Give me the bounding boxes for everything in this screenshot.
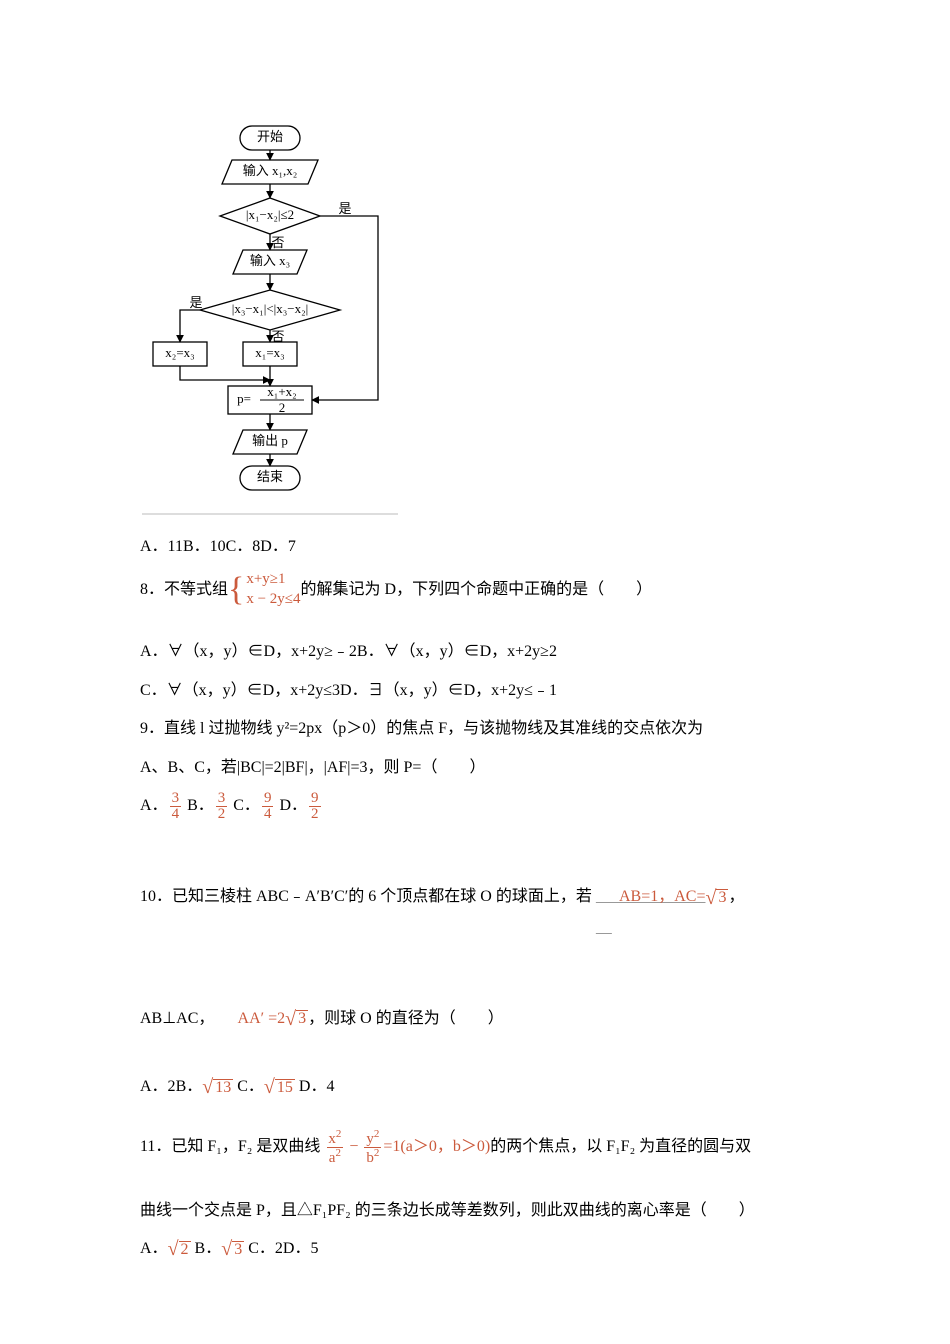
- q10-ab-ac: AB=1，AC=√3: [596, 852, 729, 943]
- q7-options-text: A．11B．10C．8D．7: [140, 532, 296, 562]
- q8-stem: 8．不等式组 { x+y≥1 x − 2y≤4 的解集记为 D，下列四个命题中正…: [140, 570, 810, 609]
- q11-line1: 11．已知 F₁，F₂ 是双曲线 x2 a2 − y2 b2 =1(a＞0，b＞…: [140, 1129, 810, 1166]
- q8-sys-row2: x − 2y≤4: [246, 590, 300, 610]
- q9-text1: 9．直线 l 过抛物线 y²=2px（p＞0）的焦点 F，与该抛物线及其准线的交…: [140, 714, 703, 744]
- q11-lead: 11．已知 F₁，F₂ 是双曲线: [140, 1132, 324, 1162]
- q11-frac2: y2 b2: [364, 1129, 381, 1166]
- q10-optC-pre: C．: [233, 1072, 264, 1102]
- q8-opts-cd: C．∀（x，y）∈D，x+2y≤3 D．∃（x，y）∈D，x+2y≤﹣1: [140, 676, 810, 706]
- q10-aa: AA′ =2√3: [214, 973, 308, 1064]
- q11-frac1: x2 a2: [326, 1129, 343, 1166]
- q8-sys-row1: x+y≥1: [246, 570, 300, 590]
- q8-optC: C．∀（x，y）∈D，x+2y≤3: [140, 676, 340, 706]
- svg-text:p=: p=: [237, 391, 251, 406]
- left-brace-icon: {: [228, 575, 244, 606]
- q8-optD: D．∃（x，y）∈D，x+2y≤﹣1: [340, 676, 557, 706]
- q9-options: A． 3 4 B． 3 2 C． 9 4 D． 9 2: [140, 791, 810, 822]
- q11-optCD: C．2D．5: [244, 1234, 318, 1264]
- q11-optA-pre: A．: [140, 1234, 168, 1264]
- q9-A-label: A．: [140, 791, 168, 821]
- svg-text:|x₃−x₁|<|x₃−x₂|: |x₃−x₁|<|x₃−x₂|: [232, 301, 309, 316]
- svg-text:2: 2: [279, 400, 286, 415]
- q9-line2: A、B、C，若|BC|=2|BF|，|AF|=3，则 P=（ ）: [140, 753, 810, 783]
- q10-options: A．2 B． √13 C． √15 D．4: [140, 1072, 810, 1102]
- q9-C-label: C．: [229, 791, 260, 821]
- q11-line2: 曲线一个交点是 P，且△F₁PF₂ 的三条边长成等差数列，则此双曲线的离心率是（…: [140, 1196, 810, 1226]
- q9-text2: A、B、C，若|BC|=2|BF|，|AF|=3，则 P=（ ）: [140, 753, 485, 783]
- q10-optA: A．2: [140, 1072, 176, 1102]
- q8-optB: B．∀（x，y）∈D，x+2y≥2: [357, 637, 557, 667]
- q10-optD: D．4: [295, 1072, 335, 1102]
- q11-text2: 曲线一个交点是 P，且△F₁PF₂ 的三条边长成等差数列，则此双曲线的离心率是（…: [140, 1196, 755, 1226]
- svg-text:否: 否: [271, 235, 284, 250]
- q11-tail: 的两个焦点，以 F₁F₂ 为直径的圆与双: [490, 1132, 751, 1162]
- q9-C-frac: 9 4: [262, 791, 274, 822]
- q10-line1: 10．已知三棱柱 ABC﹣A′B′C′的 6 个顶点都在球 O 的球面上，若 A…: [140, 852, 810, 943]
- svg-text:|x₁−x₂|≤2: |x₁−x₂|≤2: [246, 207, 294, 222]
- q8-optA: A．∀（x，y）∈D，x+2y≥﹣2: [140, 637, 357, 667]
- q9-B-frac: 3 2: [216, 791, 228, 822]
- svg-text:输入 x₃: 输入 x₃: [250, 253, 290, 268]
- svg-text:x₂=x₃: x₂=x₃: [165, 345, 194, 360]
- q11-options: A． √2 B． √3 C．2D．5: [140, 1234, 810, 1264]
- q10-lead2a: AB⊥AC，: [140, 1004, 214, 1034]
- q10-optC-sqrt: √15: [264, 1077, 295, 1097]
- svg-text:输出 p: 输出 p: [252, 433, 288, 448]
- flowchart-figure: 开始输入 x₁,x₂ |x₁−x₂|≤2 输入 x₃ |x₃−x₁|<|x₃−x₂| x…: [140, 120, 810, 520]
- q8-lead: 8．不等式组: [140, 575, 228, 605]
- q7-options: A．11B．10C．8D．7: [140, 532, 810, 562]
- q11-optB-pre: B．: [191, 1234, 222, 1264]
- q11-optA-sqrt: √2: [168, 1239, 191, 1259]
- q10-optB-pre: B．: [176, 1072, 203, 1102]
- q11-eq: =1(a＞0，b＞0): [383, 1132, 490, 1162]
- q9-line1: 9．直线 l 过抛物线 y²=2px（p＞0）的焦点 F，与该抛物线及其准线的交…: [140, 714, 810, 744]
- svg-text:是: 是: [338, 201, 351, 216]
- svg-text:开始: 开始: [257, 129, 283, 144]
- q11-optB-sqrt: √3: [221, 1239, 244, 1259]
- q10-comma: ，: [728, 882, 744, 912]
- svg-text:是: 是: [189, 295, 202, 310]
- q8-system: { x+y≥1 x − 2y≤4: [228, 570, 301, 609]
- q9-A-frac: 3 4: [170, 791, 182, 822]
- q10-line2: AB⊥AC， AA′ =2√3 ，则球 O 的直径为（ ）: [140, 973, 810, 1064]
- page: 开始输入 x₁,x₂ |x₁−x₂|≤2 输入 x₃ |x₃−x₁|<|x₃−x₂| x…: [0, 0, 950, 1332]
- svg-text:x₁=x₃: x₁=x₃: [255, 345, 284, 360]
- q10-lead2b: ，则球 O 的直径为（ ）: [308, 1004, 504, 1034]
- svg-text:x₁+x₂: x₁+x₂: [267, 384, 296, 399]
- svg-text:否: 否: [271, 329, 284, 344]
- q9-B-label: B．: [183, 791, 214, 821]
- svg-text:结束: 结束: [257, 469, 283, 484]
- q10-lead1: 10．已知三棱柱 ABC﹣A′B′C′的 6 个顶点都在球 O 的球面上，若: [140, 882, 596, 912]
- q9-D-frac: 9 2: [309, 791, 321, 822]
- flowchart-svg: 开始输入 x₁,x₂ |x₁−x₂|≤2 输入 x₃ |x₃−x₁|<|x₃−x₂| x…: [140, 120, 400, 520]
- q8-tail: 的解集记为 D，下列四个命题中正确的是（ ）: [301, 575, 653, 605]
- q10-optB-sqrt: √13: [202, 1077, 233, 1097]
- svg-text:输入 x₁,x₂: 输入 x₁,x₂: [243, 163, 298, 178]
- q8-opts-ab: A．∀（x，y）∈D，x+2y≥﹣2 B．∀（x，y）∈D，x+2y≥2: [140, 637, 810, 667]
- q9-D-label: D．: [275, 791, 307, 821]
- q11-minus: −: [345, 1132, 362, 1162]
